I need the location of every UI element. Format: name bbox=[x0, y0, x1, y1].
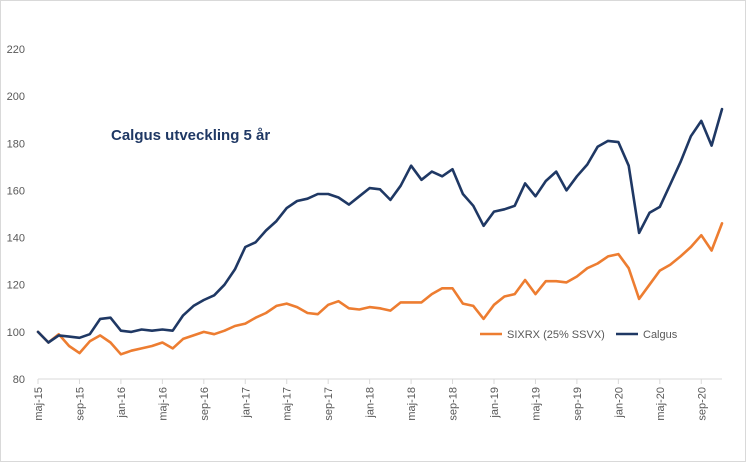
x-tick-label: jan-16 bbox=[116, 387, 128, 419]
x-tick-label: jan-19 bbox=[489, 387, 501, 419]
y-tick-label: 120 bbox=[7, 280, 25, 292]
y-tick-label: 100 bbox=[7, 327, 25, 339]
y-tick-label: 220 bbox=[7, 44, 25, 56]
x-tick-label: sep-17 bbox=[323, 387, 335, 421]
legend-label: Calgus bbox=[643, 329, 678, 341]
x-tick-label: sep-18 bbox=[448, 387, 460, 421]
x-tick-label: sep-19 bbox=[572, 387, 584, 421]
x-tick-label: jan-17 bbox=[240, 387, 252, 419]
y-tick-label: 200 bbox=[7, 91, 25, 103]
x-tick-label: sep-20 bbox=[696, 387, 708, 421]
series-layer bbox=[36, 107, 724, 356]
y-axis: 80 100 120 140 160 180 200 220 bbox=[7, 44, 25, 386]
legend: SIXRX (25% SSVX) Calgus bbox=[480, 329, 678, 341]
chart-title: Calgus utveckling 5 år bbox=[111, 127, 270, 144]
series-line-calgus bbox=[36, 107, 724, 344]
y-tick-label: 140 bbox=[7, 233, 25, 245]
x-axis: maj-15 sep-15 jan-16 maj-16 sep-16 jan-17 maj-… bbox=[33, 378, 722, 421]
x-tick-label: maj-19 bbox=[530, 387, 542, 421]
x-tick-label: maj-17 bbox=[282, 387, 294, 421]
x-tick-label: jan-20 bbox=[613, 387, 625, 419]
x-tick-label: maj-20 bbox=[655, 387, 667, 421]
y-tick-label: 80 bbox=[13, 374, 25, 386]
x-tick-label: jan-18 bbox=[365, 387, 377, 419]
x-tick-label: maj-18 bbox=[406, 387, 418, 421]
y-tick-label: 160 bbox=[7, 185, 25, 197]
series-line-sixrx bbox=[36, 222, 724, 356]
x-tick-label: maj-15 bbox=[33, 387, 45, 421]
x-tick-label: maj-16 bbox=[157, 387, 169, 421]
y-tick-label: 180 bbox=[7, 138, 25, 150]
legend-label: SIXRX (25% SSVX) bbox=[507, 329, 605, 341]
x-tick-label: sep-15 bbox=[74, 387, 86, 421]
x-tick-label: sep-16 bbox=[199, 387, 211, 421]
